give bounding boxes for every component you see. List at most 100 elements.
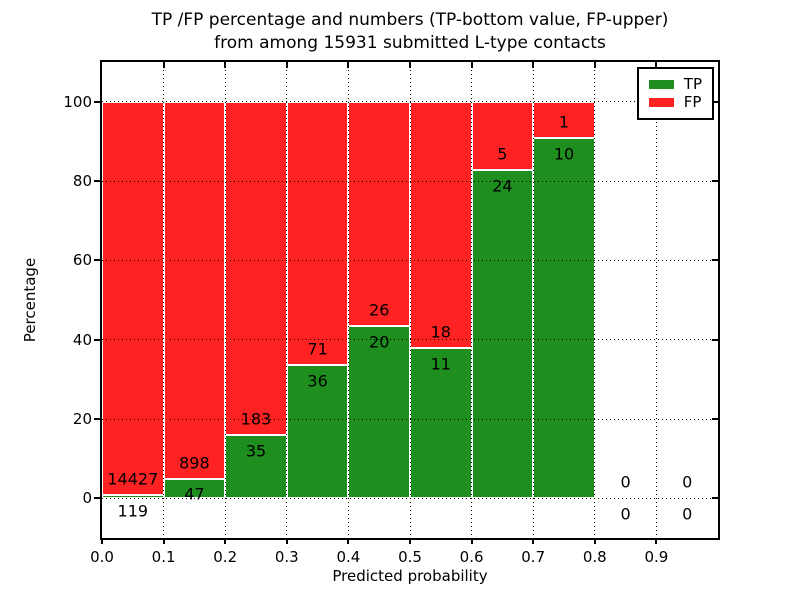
tp-count-label: 119: [117, 501, 149, 521]
x-tick-mark: [101, 538, 103, 544]
bar-fp-segment: [163, 101, 226, 479]
legend-label: TP: [683, 75, 702, 93]
x-tick-mark-top: [285, 62, 288, 68]
y-tick-mark-right: [712, 338, 718, 341]
fp-count-label: 183: [240, 409, 272, 429]
fp-count-label: 14427: [107, 469, 159, 489]
x-tick-label: 0.1: [151, 548, 176, 566]
vertical-gridline: [163, 62, 165, 538]
tp-count-label: 24: [492, 176, 513, 196]
tp-count-label: 10: [553, 144, 575, 164]
plot-area: TP FP 14427 119 898 47 183 35 71 36 26 20 18 11 5 24 1 1…: [94, 60, 720, 544]
y-tick-label: 40: [72, 330, 92, 349]
chart-title-line1: TP /FP percentage and numbers (TP-bottom…: [151, 10, 669, 30]
bar-tp-segment: [348, 325, 410, 499]
tp-count-label: 36: [307, 371, 328, 391]
x-tick-mark: [409, 538, 411, 544]
y-tick-mark: [94, 259, 100, 262]
fp-count-label: 26: [369, 300, 390, 320]
x-tick-mark: [655, 538, 658, 544]
x-tick-mark: [532, 538, 535, 544]
legend-row: FP: [648, 93, 702, 111]
legend-label: FP: [683, 93, 702, 111]
x-tick-mark: [347, 538, 350, 544]
tp-count-label: 20: [369, 332, 390, 352]
y-tick-mark: [94, 100, 100, 103]
vertical-gridline: [286, 62, 288, 538]
y-tick-mark-right: [712, 100, 718, 103]
x-tick-label: 0.8: [582, 548, 607, 566]
x-tick-label: 0.3: [274, 548, 299, 566]
vertical-gridline: [655, 62, 657, 538]
x-tick-mark-top: [347, 62, 350, 68]
y-tick-mark: [94, 497, 100, 500]
y-tick-label: 80: [72, 172, 92, 190]
x-tick-mark: [162, 538, 165, 544]
y-tick-label: 100: [63, 92, 92, 111]
x-tick-mark: [470, 538, 473, 544]
y-tick-mark: [94, 418, 100, 420]
bar-fp-segment: [348, 101, 410, 326]
tp-count-label: 0: [682, 504, 693, 524]
x-tick-mark: [593, 538, 596, 544]
bar-fp-segment: [225, 101, 287, 435]
y-tick-mark: [94, 338, 100, 341]
x-tick-mark-top: [655, 62, 658, 68]
y-tick-mark-right: [712, 497, 718, 500]
fp-count-label: 1: [558, 112, 570, 132]
vertical-gridline: [471, 62, 473, 538]
vertical-gridline: [224, 62, 226, 538]
legend-row: TP: [648, 75, 702, 93]
y-axis-label: Percentage: [21, 257, 39, 343]
bar-fp-segment: [286, 101, 349, 365]
x-tick-label: 0.2: [213, 548, 238, 566]
x-tick-label: 0.5: [398, 548, 422, 566]
tp-count-label: 11: [430, 354, 451, 374]
x-tick-label: 0.0: [90, 548, 114, 566]
y-tick-mark: [94, 180, 100, 182]
y-tick-mark-right: [712, 180, 718, 182]
x-tick-mark-top: [470, 62, 473, 68]
fp-legend-swatch: [648, 98, 674, 107]
vertical-gridline: [347, 62, 349, 538]
bar-tp-segment: [225, 434, 287, 499]
y-tick-label: 0: [82, 489, 92, 508]
legend: TP FP: [636, 67, 714, 120]
x-axis-label: Predicted probability: [332, 567, 488, 585]
bar-fp-segment: [410, 101, 472, 348]
tp-count-label: 0: [620, 504, 631, 524]
bar-tp-segment: [533, 137, 595, 499]
x-tick-mark-top: [593, 62, 596, 68]
x-tick-mark: [224, 538, 227, 544]
y-tick-label: 20: [72, 410, 92, 428]
fp-count-label: 898: [179, 453, 210, 473]
fp-count-label: 0: [682, 472, 693, 492]
bar-tp-segment: [471, 170, 534, 499]
fp-count-label: 18: [430, 322, 451, 342]
tp-count-label: 35: [245, 441, 267, 460]
x-tick-label: 0.6: [459, 548, 484, 566]
fp-count-label: 0: [620, 472, 631, 492]
tp-count-label: 47: [184, 484, 205, 504]
tp-legend-swatch: [648, 80, 674, 89]
x-tick-mark: [285, 538, 288, 544]
x-tick-label: 0.7: [521, 548, 546, 566]
chart-title: TP /FP percentage and numbers (TP-bottom…: [100, 9, 720, 55]
fp-count-label: 5: [497, 144, 508, 164]
fp-count-label: 71: [307, 339, 328, 359]
y-tick-label: 60: [72, 251, 92, 270]
bar-fp-segment: [102, 101, 164, 496]
x-tick-mark-top: [532, 62, 535, 68]
x-tick-mark-top: [224, 62, 227, 68]
x-tick-label: 0.4: [336, 548, 361, 566]
y-tick-mark-right: [712, 418, 718, 420]
x-tick-mark-top: [162, 62, 165, 68]
y-tick-mark-right: [712, 259, 718, 262]
vertical-gridline: [532, 62, 534, 538]
x-tick-mark-top: [409, 62, 411, 68]
vertical-gridline: [409, 62, 411, 538]
vertical-gridline: [594, 62, 596, 538]
chart-title-line2: from among 15931 submitted L-type contac…: [214, 33, 606, 53]
x-tick-label: 0.9: [644, 548, 669, 566]
